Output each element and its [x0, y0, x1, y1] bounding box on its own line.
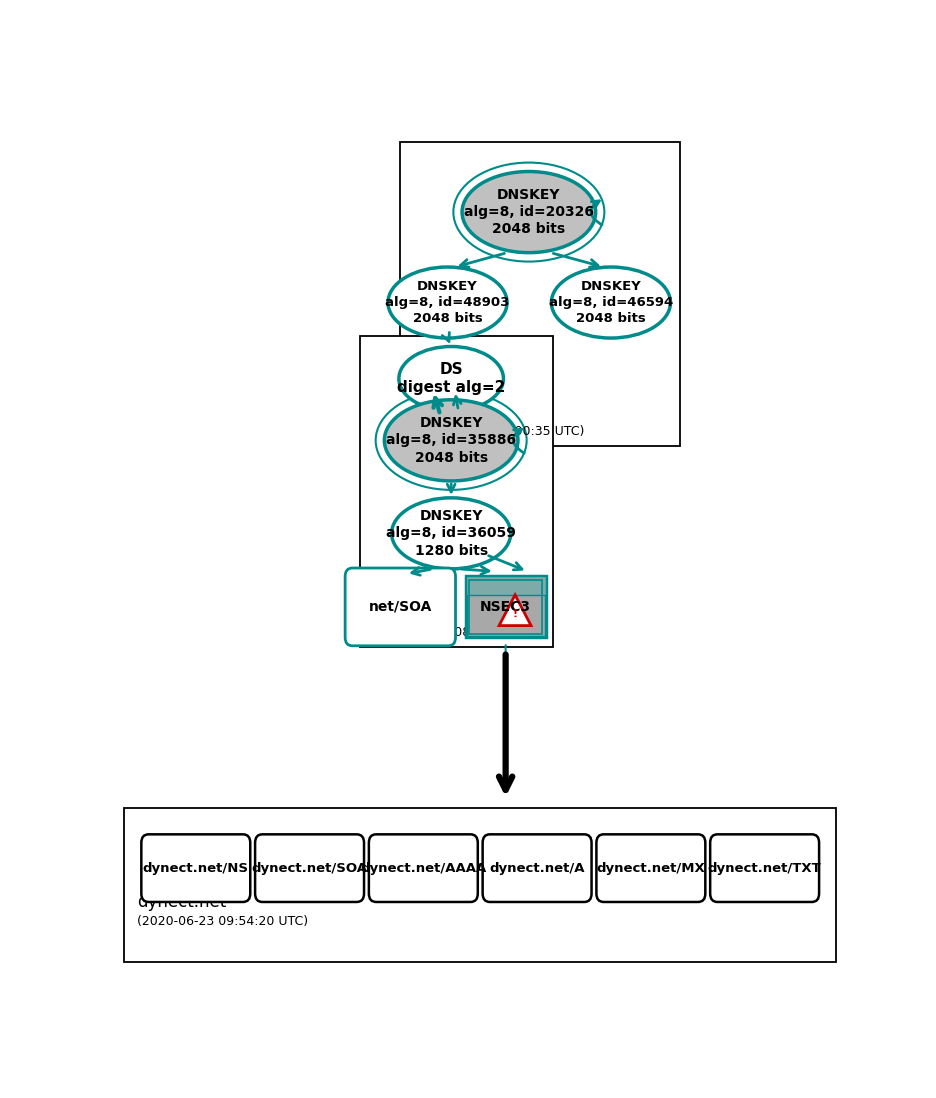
Text: dynect.net: dynect.net: [138, 894, 227, 911]
Text: dynect.net/TXT: dynect.net/TXT: [707, 862, 821, 875]
Text: dynect.net/SOA: dynect.net/SOA: [251, 862, 367, 875]
Text: dynect.net/AAAA: dynect.net/AAAA: [359, 862, 486, 875]
Ellipse shape: [550, 267, 670, 338]
FancyBboxPatch shape: [369, 834, 477, 901]
Text: DNSKEY
alg=8, id=36059
1280 bits: DNSKEY alg=8, id=36059 1280 bits: [386, 509, 516, 558]
Text: DNSKEY
alg=8, id=20326
2048 bits: DNSKEY alg=8, id=20326 2048 bits: [463, 188, 593, 236]
Text: (2020-06-23 08:00:35 UTC): (2020-06-23 08:00:35 UTC): [413, 425, 584, 438]
Ellipse shape: [461, 171, 595, 253]
FancyBboxPatch shape: [255, 834, 363, 901]
FancyBboxPatch shape: [141, 834, 250, 901]
Text: net: net: [373, 606, 401, 624]
FancyBboxPatch shape: [595, 834, 705, 901]
Ellipse shape: [391, 497, 510, 569]
Text: DNSKEY
alg=8, id=48903
2048 bits: DNSKEY alg=8, id=48903 2048 bits: [385, 280, 509, 325]
FancyBboxPatch shape: [360, 336, 552, 648]
Text: DNSKEY
alg=8, id=35886
2048 bits: DNSKEY alg=8, id=35886 2048 bits: [386, 416, 516, 464]
Text: net/SOA: net/SOA: [368, 600, 431, 614]
Text: (2020-06-23 09:54:20 UTC): (2020-06-23 09:54:20 UTC): [138, 916, 308, 928]
Text: dynect.net/MX: dynect.net/MX: [596, 862, 705, 875]
Text: .: .: [413, 404, 418, 423]
Text: (2020-06-23 08:26:09 UTC): (2020-06-23 08:26:09 UTC): [373, 626, 544, 639]
Polygon shape: [499, 595, 531, 626]
Text: DS
digest alg=2: DS digest alg=2: [397, 362, 505, 395]
Text: DNSKEY
alg=8, id=46594
2048 bits: DNSKEY alg=8, id=46594 2048 bits: [548, 280, 672, 325]
FancyBboxPatch shape: [465, 576, 545, 637]
FancyBboxPatch shape: [709, 834, 818, 901]
Ellipse shape: [388, 267, 506, 338]
Text: NSEC3: NSEC3: [479, 600, 531, 614]
Text: dynect.net/NS: dynect.net/NS: [142, 862, 249, 875]
FancyBboxPatch shape: [124, 808, 835, 962]
FancyBboxPatch shape: [482, 834, 591, 901]
Text: !: !: [512, 608, 517, 618]
Ellipse shape: [384, 400, 518, 481]
Ellipse shape: [399, 347, 503, 411]
FancyBboxPatch shape: [344, 568, 455, 646]
FancyBboxPatch shape: [465, 576, 545, 595]
Text: dynect.net/A: dynect.net/A: [489, 862, 584, 875]
FancyBboxPatch shape: [400, 142, 680, 446]
